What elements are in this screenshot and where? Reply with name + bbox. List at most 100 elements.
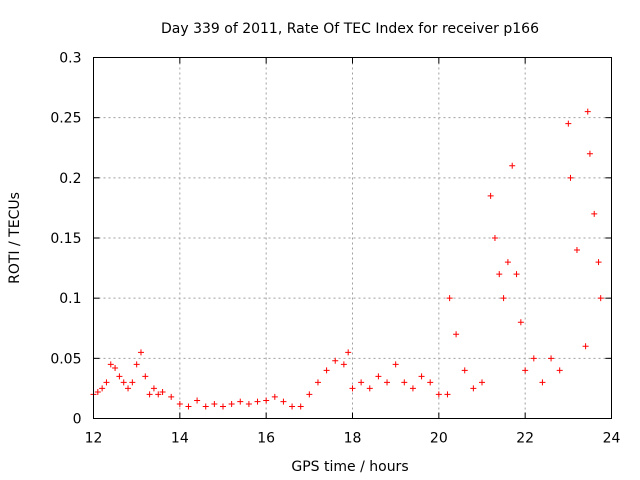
data-point xyxy=(202,403,209,410)
data-point xyxy=(597,295,604,302)
data-point xyxy=(573,247,580,254)
y-tick-label: 0.3 xyxy=(59,51,81,67)
data-point xyxy=(565,120,572,127)
data-point xyxy=(323,367,330,374)
data-point xyxy=(366,385,373,392)
x-tick-label: 24 xyxy=(603,431,621,447)
data-point xyxy=(513,271,520,278)
x-tick-label: 18 xyxy=(344,431,362,447)
data-point xyxy=(297,403,304,410)
data-point xyxy=(418,373,425,380)
data-point xyxy=(112,364,119,371)
y-tick-label: 0.1 xyxy=(59,291,81,307)
data-point xyxy=(595,259,602,266)
data-point xyxy=(530,355,537,362)
data-point xyxy=(517,319,524,326)
data-point xyxy=(146,391,153,398)
data-point xyxy=(133,361,140,368)
y-tick-label: 0.2 xyxy=(59,171,81,187)
data-point xyxy=(375,373,382,380)
data-point xyxy=(99,385,106,392)
data-point xyxy=(129,379,136,386)
data-point xyxy=(168,393,175,400)
data-point xyxy=(584,108,591,115)
data-point xyxy=(237,398,244,405)
data-point xyxy=(254,398,261,405)
data-point xyxy=(245,401,252,408)
data-point xyxy=(487,192,494,199)
data-point xyxy=(586,150,593,157)
data-point xyxy=(358,379,365,386)
data-point xyxy=(435,391,442,398)
y-axis-label: ROTI / TECUs xyxy=(7,192,23,284)
data-point xyxy=(142,373,149,380)
data-point xyxy=(150,385,157,392)
data-point xyxy=(509,162,516,169)
data-point xyxy=(500,295,507,302)
data-point xyxy=(314,379,321,386)
data-point xyxy=(176,401,183,408)
data-point xyxy=(94,389,101,396)
grid-lines xyxy=(93,57,612,419)
data-point xyxy=(155,391,162,398)
axis-ticks xyxy=(93,57,612,419)
data-point xyxy=(306,391,313,398)
data-point xyxy=(211,401,218,408)
data-point xyxy=(548,355,555,362)
data-point xyxy=(120,379,127,386)
data-point xyxy=(271,393,278,400)
data-point xyxy=(159,389,166,396)
x-tick-label: 22 xyxy=(516,431,534,447)
data-point xyxy=(392,361,399,368)
data-point xyxy=(582,343,589,350)
data-point xyxy=(496,271,503,278)
data-point xyxy=(491,235,498,241)
data-point xyxy=(116,373,123,380)
data-point xyxy=(453,331,460,338)
data-point xyxy=(280,398,287,405)
chart-title: Day 339 of 2011, Rate Of TEC Index for r… xyxy=(161,21,539,37)
data-point xyxy=(220,403,226,410)
tick-labels: 12 14 16 18 20 22 24 0 0.05 0.1 0.15 0.2 0.25 0.3 xyxy=(50,51,620,447)
data-point xyxy=(194,397,201,404)
y-tick-label: 0.05 xyxy=(50,351,81,367)
y-tick-label: 0.15 xyxy=(50,231,81,247)
y-tick-label: 0.25 xyxy=(50,111,81,127)
data-point xyxy=(479,379,485,386)
data-point xyxy=(228,401,235,408)
data-point xyxy=(401,379,408,386)
y-tick-label: 0 xyxy=(73,412,82,428)
data-point xyxy=(556,367,563,374)
data-point xyxy=(461,367,468,374)
data-point xyxy=(332,357,339,364)
data-point xyxy=(263,397,270,404)
x-tick-label: 20 xyxy=(430,431,448,447)
data-points xyxy=(90,108,604,410)
data-point xyxy=(567,174,574,181)
data-point xyxy=(384,379,391,386)
data-point xyxy=(409,385,416,392)
data-point xyxy=(446,295,453,302)
x-tick-label: 12 xyxy=(85,431,103,447)
x-axis-label: GPS time / hours xyxy=(291,459,408,475)
data-point xyxy=(504,259,511,266)
data-point xyxy=(427,379,434,386)
data-point xyxy=(444,391,451,398)
x-tick-label: 14 xyxy=(171,431,189,447)
data-point xyxy=(349,385,356,392)
data-point xyxy=(125,385,132,392)
data-point xyxy=(522,367,529,374)
data-point xyxy=(137,349,144,356)
data-point xyxy=(345,349,352,356)
data-point xyxy=(107,361,114,368)
x-tick-label: 16 xyxy=(257,431,275,447)
data-point xyxy=(539,379,546,386)
data-point xyxy=(470,385,477,392)
data-point xyxy=(340,361,347,368)
data-point xyxy=(185,403,192,410)
data-point xyxy=(591,210,598,217)
data-point xyxy=(103,379,110,386)
data-point xyxy=(289,403,296,410)
